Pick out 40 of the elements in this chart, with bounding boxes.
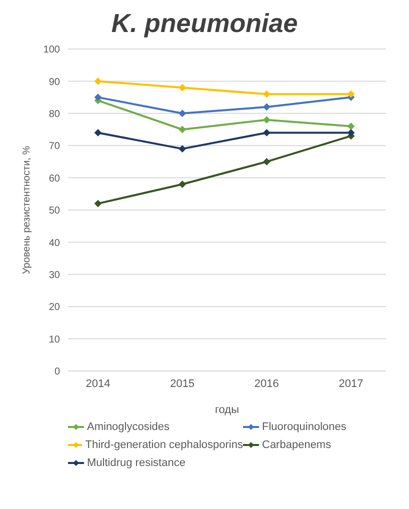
y-tick-label: 50	[48, 206, 60, 217]
point	[263, 158, 270, 166]
point	[94, 94, 102, 101]
point	[348, 90, 354, 98]
point	[263, 129, 270, 136]
legend-label: Fluoroquinolones	[262, 421, 346, 433]
point	[94, 78, 102, 85]
x-tick-label: 2017	[338, 378, 364, 390]
legend-label: Aminoglycosides	[87, 421, 170, 433]
y-tick-label: 60	[48, 173, 60, 184]
point	[178, 84, 186, 92]
y-tick-label: 70	[48, 141, 60, 152]
point	[94, 129, 102, 136]
x-tick-label: 2014	[86, 378, 110, 390]
y-tick-label: 90	[48, 76, 60, 88]
x-axis-title: годы	[215, 404, 240, 416]
y-tick-label: 100	[43, 44, 60, 56]
point	[263, 90, 270, 98]
point	[178, 180, 186, 188]
point	[348, 129, 354, 136]
point	[348, 122, 354, 130]
point	[94, 200, 102, 208]
x-tick-label: 2016	[254, 378, 279, 390]
y-tick-label: 40	[48, 238, 60, 249]
y-axis-title: Уровень резистентности, %	[22, 146, 33, 274]
point	[178, 126, 186, 133]
y-tick-label: 0	[54, 366, 60, 378]
y-tick-label: 10	[48, 334, 60, 346]
y-tick-label: 20	[48, 302, 60, 314]
point	[178, 110, 186, 117]
chart-title: K. pneumoniae	[110, 8, 299, 39]
point	[263, 103, 270, 110]
legend-label: Carbapenems	[262, 439, 332, 451]
legend-label: Multidrug resistance	[87, 457, 186, 469]
legend-label: Third-generation cephalosporins	[85, 439, 243, 451]
y-tick-label: 80	[48, 108, 60, 120]
y-tick-label: 30	[48, 270, 60, 281]
point	[263, 116, 270, 124]
x-tick-label: 2015	[170, 378, 195, 390]
point	[178, 145, 186, 152]
